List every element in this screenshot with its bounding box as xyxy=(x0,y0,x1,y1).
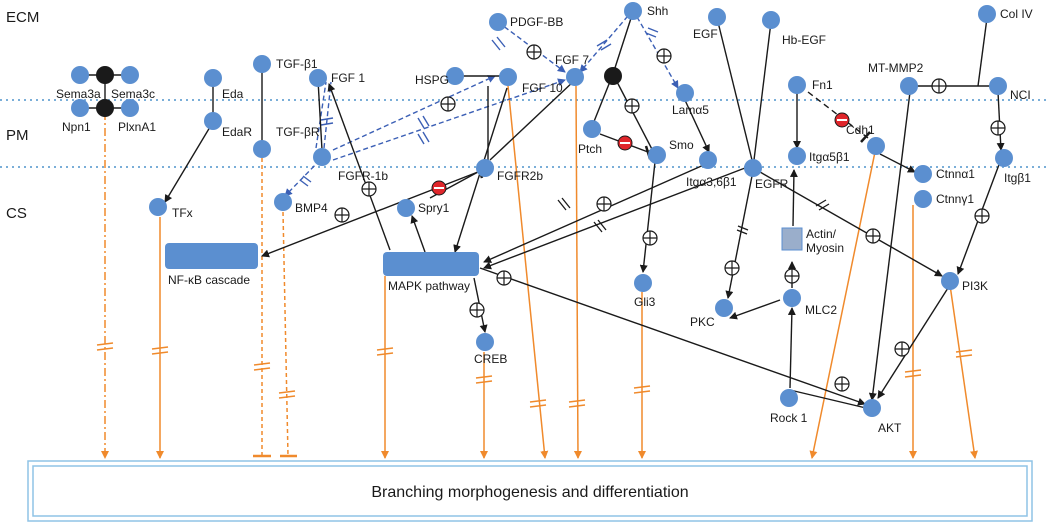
label-lama5: Lamα5 xyxy=(672,103,709,117)
label-itga36b1: Itgα3,6β1 xyxy=(686,175,737,189)
label-pdgfbb: PDGF-BB xyxy=(510,15,563,29)
label-fgf7: FGF 7 xyxy=(555,53,589,67)
label-creb: CREB xyxy=(474,352,507,366)
label-fgfr1b: FGFR-1b xyxy=(338,169,388,183)
dashed-breaks xyxy=(299,27,659,187)
nfkb-cascade-box xyxy=(165,243,258,269)
actin-myosin-node xyxy=(781,227,803,251)
label-npn1: Npn1 xyxy=(62,120,91,134)
label-tfx: TFx xyxy=(172,206,193,220)
plus-icon xyxy=(496,270,512,286)
label-egf: EGF xyxy=(693,27,718,41)
plus-icon xyxy=(469,302,485,318)
label-tgfb1: TGF-β1 xyxy=(276,57,318,71)
outcome-label: Branching morphogenesis and differentiat… xyxy=(371,484,688,501)
region-label-ecm: ECM xyxy=(6,9,39,26)
plus-icon xyxy=(931,78,947,94)
nfkb-cascade-label: NF-κB cascade xyxy=(168,273,250,287)
label-cdh1: Cdh1 xyxy=(846,123,875,137)
minus-icon xyxy=(834,112,850,128)
label-actin: Actin/ xyxy=(806,227,837,241)
node-labels: Sema3a Sema3c Npn1 PlxnA1 Eda EdaR TGF-β… xyxy=(56,4,1033,435)
label-egfr: EGFR xyxy=(755,177,789,191)
mapk-pathway-box xyxy=(383,252,479,276)
plus-icon xyxy=(974,208,990,224)
plus-icon xyxy=(656,48,672,64)
label-ctnna1: Ctnnα1 xyxy=(936,167,975,181)
label-itga5b1: Itgα5β1 xyxy=(809,150,850,164)
plus-icon xyxy=(624,98,640,114)
label-itgb1: Itgβ1 xyxy=(1004,171,1031,185)
plus-icon xyxy=(596,196,612,212)
label-gli3: Gli3 xyxy=(634,295,656,309)
label-myosin: Myosin xyxy=(806,241,844,255)
plus-icon xyxy=(526,44,542,60)
label-hspg: HSPG xyxy=(415,73,449,87)
label-akt: AKT xyxy=(878,421,902,435)
region-label-pm: PM xyxy=(6,127,29,144)
plus-icon xyxy=(990,120,1006,136)
region-label-cs: CS xyxy=(6,205,27,222)
inhibition-markers xyxy=(431,112,850,196)
label-fn1: Fn1 xyxy=(812,78,833,92)
label-edar: EdaR xyxy=(222,125,252,139)
label-pkc: PKC xyxy=(690,315,715,329)
label-mlc2: MLC2 xyxy=(805,303,837,317)
plus-icon xyxy=(642,230,658,246)
label-fgf10: FGF 10 xyxy=(522,81,563,95)
label-smo: Smo xyxy=(669,138,694,152)
nodes xyxy=(71,2,1013,417)
solid-breaks xyxy=(557,197,830,235)
label-sema3a: Sema3a xyxy=(56,87,101,101)
label-spry1: Spry1 xyxy=(418,201,450,215)
label-ptch: Ptch xyxy=(578,142,602,156)
label-tgfbr: TGF-βR xyxy=(276,125,320,139)
label-bmp4: BMP4 xyxy=(295,201,328,215)
outcome-box-inner xyxy=(32,465,1028,517)
label-ctnng1: Ctnnγ1 xyxy=(936,192,974,206)
label-mtmmp2: MT-MMP2 xyxy=(868,61,924,75)
label-nci: NCI xyxy=(1010,88,1031,102)
plus-icon xyxy=(724,260,740,276)
label-shh: Shh xyxy=(647,4,668,18)
plus-icon xyxy=(361,181,377,197)
label-pi3k: PI3K xyxy=(962,279,988,293)
output-breaks xyxy=(96,342,973,408)
minus-icon xyxy=(617,135,633,151)
plus-icon xyxy=(440,96,456,112)
plus-icon xyxy=(894,341,910,357)
label-sema3c: Sema3c xyxy=(111,87,155,101)
label-plxna1: PlxnA1 xyxy=(118,120,156,134)
label-eda: Eda xyxy=(222,87,244,101)
label-colIV: Col IV xyxy=(1000,7,1033,21)
plus-icon xyxy=(865,228,881,244)
sema-complex-junction-top xyxy=(96,66,114,84)
plus-icon xyxy=(334,207,350,223)
output-lines xyxy=(101,85,978,459)
label-hbegf: Hb-EGF xyxy=(782,33,826,47)
minus-icon xyxy=(431,180,447,196)
label-rock1: Rock 1 xyxy=(770,411,808,425)
label-fgf1: FGF 1 xyxy=(331,71,365,85)
mapk-pathway-label: MAPK pathway xyxy=(388,279,470,293)
label-fgfr2b: FGFR2b xyxy=(497,169,543,183)
plus-icon xyxy=(834,376,850,392)
activation-markers xyxy=(334,44,1006,392)
shh-complex-junction xyxy=(604,67,622,85)
plus-icon xyxy=(784,268,800,284)
sema-complex-junction-bottom xyxy=(96,99,114,117)
